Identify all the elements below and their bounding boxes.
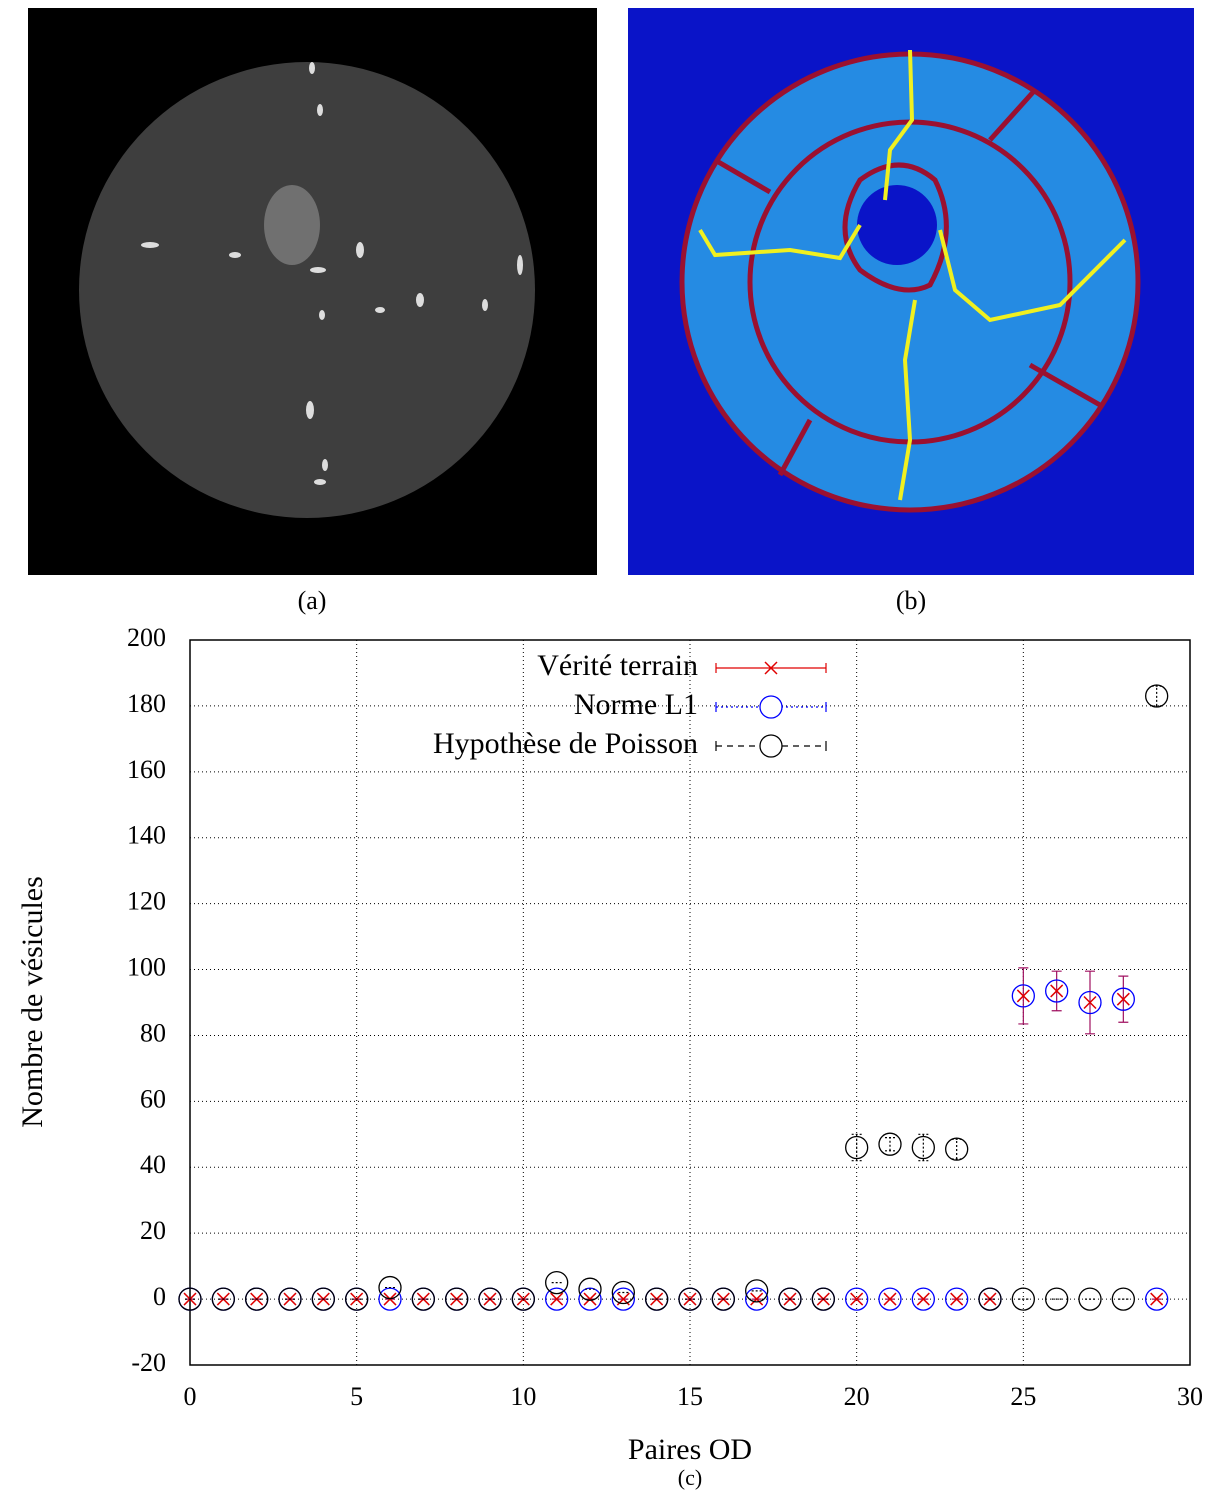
error-bar <box>918 1133 929 1162</box>
marker <box>711 1287 735 1311</box>
legend-label: Norme L1 <box>574 688 698 721</box>
legend-marker <box>759 695 783 719</box>
y-tick-label: 140 <box>127 821 166 850</box>
marker <box>578 1287 602 1311</box>
marker <box>916 1292 930 1306</box>
panel-b <box>628 8 1194 575</box>
marker <box>878 1287 902 1311</box>
legend-cap <box>715 702 827 712</box>
marker <box>245 1287 269 1311</box>
y-tick-label: 120 <box>127 887 166 916</box>
caption: (c) <box>678 1465 702 1490</box>
marker <box>478 1287 502 1311</box>
y-tick-label: -20 <box>131 1348 166 1377</box>
marker <box>583 1292 597 1306</box>
y-tick-label: 100 <box>127 953 166 982</box>
marker <box>545 1270 569 1295</box>
marker <box>345 1287 369 1311</box>
marker <box>1045 1287 1069 1311</box>
marker <box>1078 1287 1102 1311</box>
marker <box>311 1287 335 1311</box>
x-tick-label: 25 <box>1010 1382 1036 1411</box>
marker <box>845 1287 869 1311</box>
y-tick-label: 80 <box>140 1018 166 1047</box>
x-tick-label: 0 <box>184 1382 197 1411</box>
marker <box>611 1280 635 1305</box>
legend-marker <box>759 734 783 758</box>
error-bar <box>851 1133 862 1162</box>
y-tick-label: 160 <box>127 755 166 784</box>
marker <box>1050 984 1064 998</box>
marker <box>1145 1287 1169 1311</box>
marker <box>1083 995 1097 1010</box>
marker <box>883 1292 897 1306</box>
marker <box>945 1137 969 1161</box>
error-bar <box>1151 685 1162 707</box>
y-tick-label: 20 <box>140 1216 166 1245</box>
x-axis-label: Paires OD <box>628 1433 752 1466</box>
legend-label: Hypothèse de Poisson <box>433 727 698 760</box>
caption: (b) <box>896 586 926 615</box>
x-tick-label: 15 <box>677 1382 703 1411</box>
marker <box>1078 990 1102 1015</box>
marker <box>778 1287 802 1311</box>
marker <box>178 1287 202 1311</box>
marker <box>511 1287 535 1311</box>
legend-marker <box>764 661 778 675</box>
plot-frame <box>189 639 1191 1366</box>
marker <box>645 1287 669 1311</box>
legend-label: Vérité terrain <box>537 649 698 682</box>
y-tick-label: 0 <box>153 1282 166 1311</box>
marker <box>1150 1292 1164 1306</box>
marker <box>578 1277 602 1301</box>
marker <box>745 1287 769 1311</box>
marker <box>1011 1287 1035 1311</box>
marker <box>845 1135 869 1160</box>
x-tick-label: 10 <box>510 1382 536 1411</box>
marker <box>211 1287 235 1311</box>
marker <box>550 1292 564 1306</box>
marker <box>1011 984 1035 1008</box>
marker <box>950 1292 964 1306</box>
marker <box>1016 989 1030 1003</box>
marker <box>945 1287 969 1311</box>
marker <box>378 1275 402 1300</box>
marker <box>411 1287 435 1311</box>
x-tick-label: 20 <box>844 1382 870 1411</box>
x-tick-label: 5 <box>350 1382 363 1411</box>
marker <box>878 1132 902 1156</box>
marker <box>678 1287 702 1311</box>
y-tick-label: 40 <box>140 1150 166 1179</box>
marker <box>978 1287 1002 1311</box>
marker <box>1111 1287 1135 1311</box>
error-bar <box>885 1137 895 1152</box>
marker <box>1116 992 1130 1006</box>
panel-a <box>28 8 597 575</box>
marker <box>750 1292 764 1306</box>
x-tick-label: 30 <box>1177 1382 1203 1411</box>
marker <box>1145 684 1169 708</box>
marker <box>545 1287 569 1311</box>
marker <box>1111 987 1135 1011</box>
marker <box>911 1135 935 1160</box>
y-tick-label: 200 <box>127 623 166 652</box>
marker <box>911 1287 935 1311</box>
legend-cap <box>715 741 827 751</box>
marker <box>611 1287 635 1311</box>
y-tick-label: 180 <box>127 689 166 718</box>
marker <box>850 1292 864 1306</box>
marker <box>1045 979 1069 1003</box>
error-bar <box>951 1138 962 1160</box>
y-tick-label: 60 <box>140 1084 166 1113</box>
marker <box>811 1287 835 1311</box>
marker <box>445 1287 469 1311</box>
y-axis-label: Nombre de vésicules <box>16 876 49 1128</box>
marker <box>745 1279 769 1303</box>
legend-cap <box>715 663 827 673</box>
marker <box>278 1287 302 1311</box>
caption: (a) <box>298 586 327 615</box>
